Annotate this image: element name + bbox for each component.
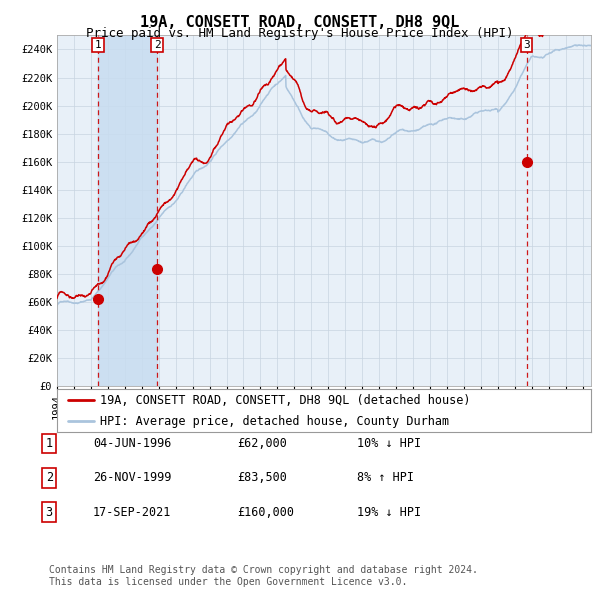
Text: 2: 2: [154, 40, 160, 50]
Text: HPI: Average price, detached house, County Durham: HPI: Average price, detached house, Coun…: [100, 415, 449, 428]
Text: 8% ↑ HPI: 8% ↑ HPI: [357, 471, 414, 484]
Text: Contains HM Land Registry data © Crown copyright and database right 2024.
This d: Contains HM Land Registry data © Crown c…: [49, 565, 478, 587]
Text: 19A, CONSETT ROAD, CONSETT, DH8 9QL: 19A, CONSETT ROAD, CONSETT, DH8 9QL: [140, 15, 460, 30]
Text: 26-NOV-1999: 26-NOV-1999: [93, 471, 172, 484]
Text: £160,000: £160,000: [237, 506, 294, 519]
Text: £62,000: £62,000: [237, 437, 287, 450]
Text: 19% ↓ HPI: 19% ↓ HPI: [357, 506, 421, 519]
Text: 2: 2: [46, 471, 53, 484]
Text: 1: 1: [95, 40, 101, 50]
Text: 17-SEP-2021: 17-SEP-2021: [93, 506, 172, 519]
Text: 19A, CONSETT ROAD, CONSETT, DH8 9QL (detached house): 19A, CONSETT ROAD, CONSETT, DH8 9QL (det…: [100, 394, 470, 407]
Text: 1: 1: [46, 437, 53, 450]
Text: 04-JUN-1996: 04-JUN-1996: [93, 437, 172, 450]
Text: 3: 3: [523, 40, 530, 50]
Text: 10% ↓ HPI: 10% ↓ HPI: [357, 437, 421, 450]
Text: £83,500: £83,500: [237, 471, 287, 484]
Text: Price paid vs. HM Land Registry's House Price Index (HPI): Price paid vs. HM Land Registry's House …: [86, 27, 514, 40]
Bar: [98, 35, 157, 386]
Text: 3: 3: [46, 506, 53, 519]
